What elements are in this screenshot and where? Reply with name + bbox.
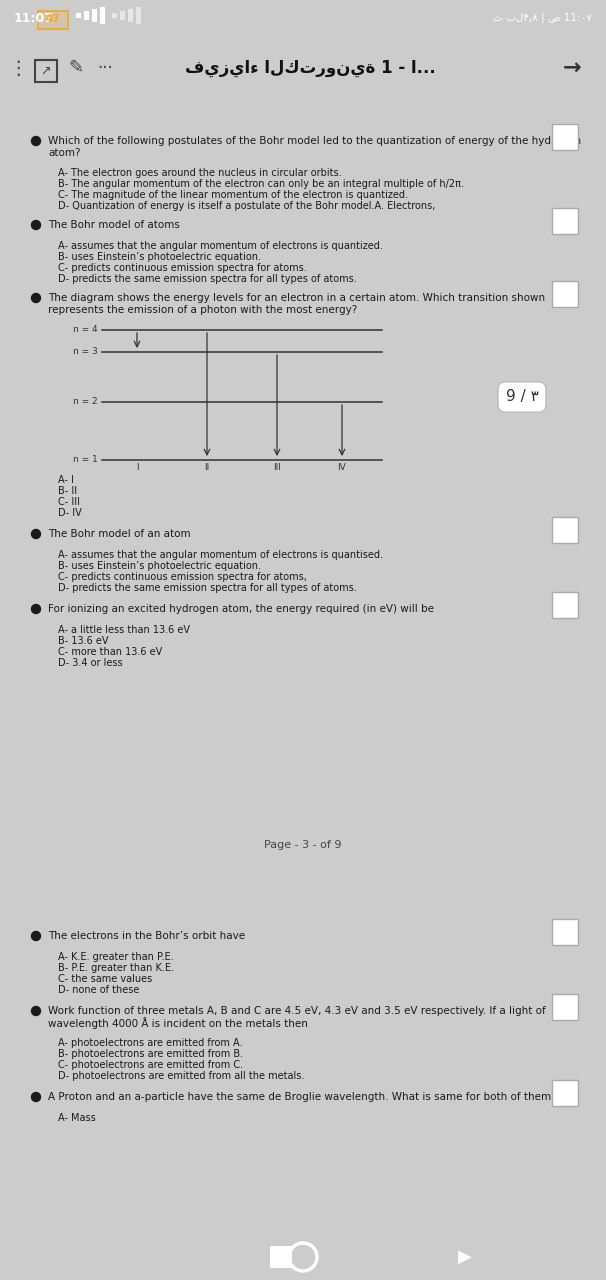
Text: فيزياء الكترونية 1 - ا...: فيزياء الكترونية 1 - ا... xyxy=(185,59,435,77)
Bar xyxy=(35,60,57,82)
Text: C- the same values: C- the same values xyxy=(58,974,152,984)
Text: IV: IV xyxy=(338,463,347,472)
Text: B- 13.6 eV: B- 13.6 eV xyxy=(58,636,108,646)
Text: The Bohr model of atoms: The Bohr model of atoms xyxy=(48,220,180,230)
Circle shape xyxy=(32,293,41,302)
Text: B- II: B- II xyxy=(58,486,77,495)
Bar xyxy=(84,12,89,20)
Bar xyxy=(76,13,81,18)
Text: B- uses Einstein’s photoelectric equation.: B- uses Einstein’s photoelectric equatio… xyxy=(58,561,261,571)
Circle shape xyxy=(32,1093,41,1102)
Text: D- IV: D- IV xyxy=(58,508,82,518)
Text: C- predicts continuous emission spectra for atoms,: C- predicts continuous emission spectra … xyxy=(58,572,307,582)
Text: B- P.E. greater than K.E.: B- P.E. greater than K.E. xyxy=(58,963,174,973)
Text: II: II xyxy=(204,463,210,472)
Text: ↗: ↗ xyxy=(41,64,52,78)
Bar xyxy=(552,517,578,543)
Bar xyxy=(552,282,578,307)
Circle shape xyxy=(32,137,41,146)
Text: B- uses Einstein’s photoelectric equation.: B- uses Einstein’s photoelectric equatio… xyxy=(58,252,261,262)
Text: For ionizing an excited hydrogen atom, the energy required (in eV) will be: For ionizing an excited hydrogen atom, t… xyxy=(48,604,434,614)
Text: ···: ··· xyxy=(97,59,113,77)
Text: C- more than 13.6 eV: C- more than 13.6 eV xyxy=(58,646,162,657)
Text: atom?: atom? xyxy=(48,148,81,157)
Bar xyxy=(552,124,578,150)
Text: B- photoelectrons are emitted from B.: B- photoelectrons are emitted from B. xyxy=(58,1050,243,1059)
Text: D- predicts the same emission spectra for all types of atoms.: D- predicts the same emission spectra fo… xyxy=(58,582,357,593)
Text: C- predicts continuous emission spectra for atoms.: C- predicts continuous emission spectra … xyxy=(58,262,307,273)
Text: The Bohr model of an atom: The Bohr model of an atom xyxy=(48,529,191,539)
Bar xyxy=(552,1080,578,1106)
Text: n = 4: n = 4 xyxy=(73,325,98,334)
Text: 47: 47 xyxy=(45,14,61,24)
Text: ✎: ✎ xyxy=(68,59,84,77)
Text: ⋮: ⋮ xyxy=(8,59,28,78)
Text: The diagram shows the energy levels for an electron in a certain atom. Which tra: The diagram shows the energy levels for … xyxy=(48,293,545,303)
Circle shape xyxy=(32,604,41,613)
Text: n = 3: n = 3 xyxy=(73,347,98,357)
Circle shape xyxy=(32,932,41,941)
Circle shape xyxy=(32,220,41,229)
Text: Which of the following postulates of the Bohr model led to the quantization of e: Which of the following postulates of the… xyxy=(48,136,581,146)
Bar xyxy=(128,9,133,22)
Text: C- III: C- III xyxy=(58,497,80,507)
Bar xyxy=(92,9,97,22)
Text: A- K.E. greater than P.E.: A- K.E. greater than P.E. xyxy=(58,952,174,963)
Bar xyxy=(552,919,578,945)
Bar xyxy=(552,995,578,1020)
Text: A- assumes that the angular momentum of electrons is quantized.: A- assumes that the angular momentum of … xyxy=(58,241,383,251)
Text: n = 2: n = 2 xyxy=(73,398,98,407)
Text: wavelength 4000 Å is incident on the metals then: wavelength 4000 Å is incident on the met… xyxy=(48,1018,308,1029)
Text: D- Quantization of energy is itself a postulate of the Bohr model.A. Electrons,: D- Quantization of energy is itself a po… xyxy=(58,201,435,211)
Text: Page - 3 - of 9: Page - 3 - of 9 xyxy=(264,840,342,850)
Bar xyxy=(100,6,105,24)
Text: A- I: A- I xyxy=(58,475,74,485)
Text: 9 / ۳: 9 / ۳ xyxy=(505,389,538,404)
Text: A- Mass: A- Mass xyxy=(58,1114,96,1123)
Text: I: I xyxy=(136,463,138,472)
Bar xyxy=(120,12,125,20)
Bar xyxy=(552,591,578,618)
Text: D- none of these: D- none of these xyxy=(58,986,139,995)
Text: Work function of three metals A, B and C are 4.5 eV, 4.3 eV and 3.5 eV respectiv: Work function of three metals A, B and C… xyxy=(48,1006,546,1016)
Bar xyxy=(112,13,117,18)
Bar xyxy=(38,12,68,29)
Text: ▶: ▶ xyxy=(458,1248,472,1266)
Bar xyxy=(552,207,578,234)
Circle shape xyxy=(32,530,41,539)
Text: ث بل۴,۸ | ص 11:۰۷: ث بل۴,۸ | ص 11:۰۷ xyxy=(493,13,592,23)
Circle shape xyxy=(32,1006,41,1015)
Text: n = 1: n = 1 xyxy=(73,456,98,465)
Text: A- a little less than 13.6 eV: A- a little less than 13.6 eV xyxy=(58,625,190,635)
Text: C- The magnitude of the linear momentum of the electron is quantized.: C- The magnitude of the linear momentum … xyxy=(58,189,408,200)
Bar xyxy=(39,12,66,28)
Text: The electrons in the Bohr’s orbit have: The electrons in the Bohr’s orbit have xyxy=(48,931,245,941)
Text: represents the emission of a photon with the most energy?: represents the emission of a photon with… xyxy=(48,305,358,315)
Text: C- photoelectrons are emitted from C.: C- photoelectrons are emitted from C. xyxy=(58,1060,243,1070)
Bar xyxy=(270,1245,292,1268)
Text: A- photoelectrons are emitted from A.: A- photoelectrons are emitted from A. xyxy=(58,1038,242,1048)
Text: A- The electron goes around the nucleus in circular orbits.: A- The electron goes around the nucleus … xyxy=(58,168,342,178)
Text: A- assumes that the angular momentum of electrons is quantised.: A- assumes that the angular momentum of … xyxy=(58,550,383,561)
Text: B- The angular momentum of the electron can only be an integral multiple of h/2π: B- The angular momentum of the electron … xyxy=(58,179,464,189)
Text: D- predicts the same emission spectra for all types of atoms.: D- predicts the same emission spectra fo… xyxy=(58,274,357,284)
Text: D- 3.4 or less: D- 3.4 or less xyxy=(58,658,122,668)
Text: →: → xyxy=(563,58,581,78)
Text: A Proton and an a-particle have the same de Broglie wavelength. What is same for: A Proton and an a-particle have the same… xyxy=(48,1092,557,1102)
Text: III: III xyxy=(273,463,281,472)
Bar xyxy=(136,6,141,24)
Text: D- photoelectrons are emitted from all the metals.: D- photoelectrons are emitted from all t… xyxy=(58,1071,304,1082)
Text: 11:07: 11:07 xyxy=(14,12,54,24)
